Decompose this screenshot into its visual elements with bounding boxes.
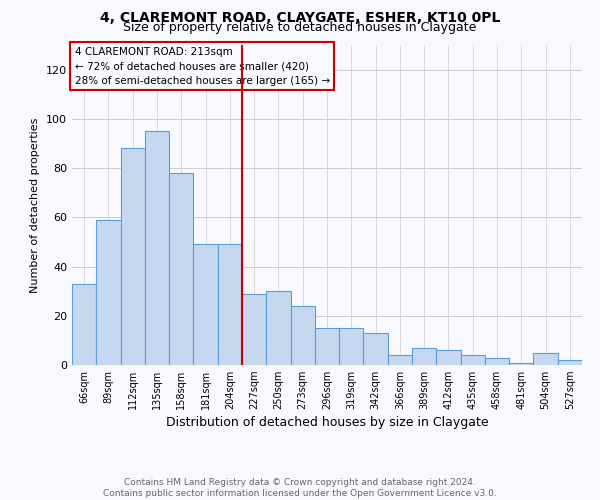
Bar — [533, 352, 558, 365]
Bar — [121, 148, 145, 365]
Text: 4, CLAREMONT ROAD, CLAYGATE, ESHER, KT10 0PL: 4, CLAREMONT ROAD, CLAYGATE, ESHER, KT10… — [100, 11, 500, 25]
Text: Contains HM Land Registry data © Crown copyright and database right 2024.
Contai: Contains HM Land Registry data © Crown c… — [103, 478, 497, 498]
Bar — [509, 362, 533, 365]
Bar — [315, 328, 339, 365]
Bar — [558, 360, 582, 365]
Bar — [242, 294, 266, 365]
Text: Size of property relative to detached houses in Claygate: Size of property relative to detached ho… — [124, 22, 476, 35]
Bar — [193, 244, 218, 365]
Bar — [290, 306, 315, 365]
Bar — [218, 244, 242, 365]
Bar — [266, 291, 290, 365]
Bar — [169, 173, 193, 365]
Bar — [364, 333, 388, 365]
Text: 4 CLAREMONT ROAD: 213sqm
← 72% of detached houses are smaller (420)
28% of semi-: 4 CLAREMONT ROAD: 213sqm ← 72% of detach… — [74, 46, 329, 86]
Bar — [145, 131, 169, 365]
Y-axis label: Number of detached properties: Number of detached properties — [31, 118, 40, 292]
X-axis label: Distribution of detached houses by size in Claygate: Distribution of detached houses by size … — [166, 416, 488, 430]
Bar — [461, 355, 485, 365]
Bar — [72, 284, 96, 365]
Bar — [436, 350, 461, 365]
Bar — [339, 328, 364, 365]
Bar — [485, 358, 509, 365]
Bar — [96, 220, 121, 365]
Bar — [412, 348, 436, 365]
Bar — [388, 355, 412, 365]
